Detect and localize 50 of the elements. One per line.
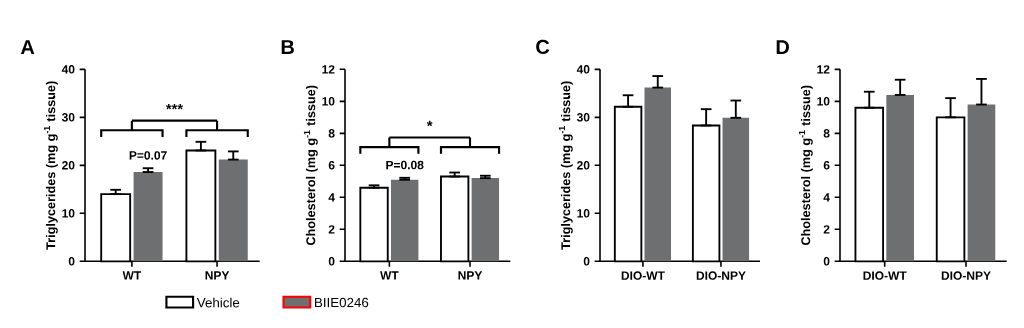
bar <box>133 172 163 262</box>
x-tick-label: DIO-NPY <box>696 271 746 280</box>
y-axis-title: Triglycerides (mg g$^{-1}$ tissue) <box>558 81 573 250</box>
y-tick-label: 10 <box>322 97 335 106</box>
annotation: P=0.07 <box>129 151 167 160</box>
x-tick-label: DIO-WT <box>621 271 665 280</box>
x-tick-label: WT <box>122 271 142 280</box>
y-tick-label: 20 <box>62 161 75 170</box>
x-tick-label: WT <box>380 271 399 280</box>
y-tick-label: 10 <box>577 209 590 218</box>
y-tick-label: 8 <box>328 129 335 138</box>
chart-title: A <box>20 40 35 54</box>
annotation: P=0.08 <box>386 160 424 170</box>
y-tick-label: 10 <box>62 209 75 218</box>
y-tick-label: 0 <box>328 257 335 266</box>
annotation: *** <box>165 103 184 110</box>
y-axis-title: Cholesterol (mg g$^{-1}$ tissue) <box>798 85 813 246</box>
legend-label: Vehicle <box>196 297 240 308</box>
bar <box>722 117 750 262</box>
y-tick-label: 40 <box>576 65 590 74</box>
y-tick-label: 0 <box>68 257 75 266</box>
y-tick-label: 12 <box>322 65 335 74</box>
y-tick-label: 12 <box>817 65 830 74</box>
y-axis-title: Triglycerides (mg g$^{-1}$ tissue) <box>43 81 58 250</box>
y-axis-title: Cholesterol (mg g$^{-1}$ tissue) <box>303 85 318 246</box>
annotation: * <box>426 120 433 127</box>
chart-title: C <box>536 39 550 54</box>
chart-title: B <box>281 40 294 54</box>
bar <box>644 87 672 262</box>
y-tick-label: 4 <box>823 193 830 202</box>
x-tick-label: NPY <box>205 271 230 280</box>
y-tick-label: 30 <box>576 113 590 122</box>
y-tick-label: 2 <box>823 225 830 234</box>
bar <box>218 159 248 262</box>
y-tick-label: 0 <box>583 257 590 266</box>
x-tick-label: NPY <box>458 271 483 280</box>
x-tick-label: DIO-WT <box>863 271 907 280</box>
y-tick-label: 0 <box>823 257 830 266</box>
y-tick-label: 2 <box>328 225 335 234</box>
y-tick-label: 6 <box>328 161 335 170</box>
y-tick-label: 8 <box>823 129 830 138</box>
y-tick-label: 6 <box>823 161 830 170</box>
y-tick-label: 4 <box>328 193 335 202</box>
chart-title: D <box>776 40 789 54</box>
y-tick-label: 10 <box>817 97 830 106</box>
x-tick-label: DIO-NPY <box>941 271 991 280</box>
y-tick-label: 30 <box>61 113 75 122</box>
legend-label: BIIE0246 <box>315 297 369 308</box>
y-tick-label: 20 <box>577 161 590 170</box>
y-tick-label: 40 <box>61 65 75 74</box>
